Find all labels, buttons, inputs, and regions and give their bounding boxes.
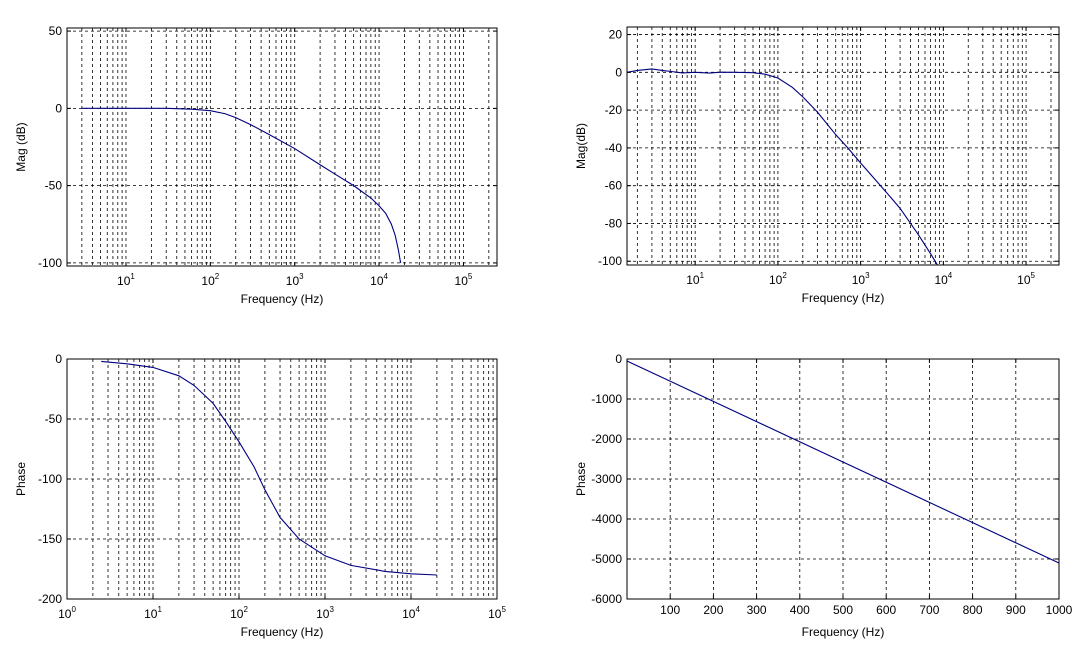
x-tick-label: 103 xyxy=(852,271,870,287)
series-line-1 xyxy=(81,107,402,264)
y-tick-label: 0 xyxy=(615,352,622,366)
subplot-2: 101 102 103 104 105 -100 -80 -60 -40 -20 0 20 Freque… xyxy=(574,26,1060,305)
y-tick-label: -100 xyxy=(598,254,622,268)
y-tick-label: -40 xyxy=(605,141,623,155)
x-axis-label: Frequency (Hz) xyxy=(241,625,324,639)
x-tick-label: 1000 xyxy=(1046,603,1073,617)
y-tick-label: -200 xyxy=(38,592,62,606)
x-tick-label: 400 xyxy=(790,603,810,617)
y-axis-label: Mag (dB) xyxy=(14,122,28,171)
y-tick-label: 0 xyxy=(615,65,622,79)
y-tick-label: -6000 xyxy=(591,592,622,606)
x-tick-label: 105 xyxy=(488,605,506,621)
x-tick-label: 102 xyxy=(201,272,219,288)
y-tick-label: -50 xyxy=(45,412,63,426)
subplot-4: 100 200 300 400 500 600 700 800 900 1000 -6000 -500… xyxy=(574,352,1073,639)
series-line-1 xyxy=(626,360,1060,564)
y-tick-label: -2000 xyxy=(591,432,622,446)
series-line-1 xyxy=(626,68,938,266)
x-tick-label: 104 xyxy=(934,271,952,287)
y-axis-label: Phase xyxy=(574,462,588,496)
y-tick-label: -3000 xyxy=(591,472,622,486)
y-tick-label: -60 xyxy=(605,179,623,193)
x-tick-label: 100 xyxy=(660,603,680,617)
x-tick-label: 103 xyxy=(316,605,334,621)
series-line-1 xyxy=(101,360,437,576)
plot-area xyxy=(67,28,497,266)
y-tick-label: 50 xyxy=(49,24,63,38)
y-tick-label: -100 xyxy=(38,472,62,486)
x-axis-label: Frequency (Hz) xyxy=(802,625,885,639)
axes-frame xyxy=(626,26,1060,266)
x-tick-label: 300 xyxy=(747,603,767,617)
x-tick-label: 105 xyxy=(1017,271,1035,287)
axes-frame xyxy=(66,27,498,267)
x-tick-label: 104 xyxy=(402,605,420,621)
grid xyxy=(627,27,1059,265)
x-tick-label: 600 xyxy=(876,603,896,617)
x-tick-label: 104 xyxy=(370,272,388,288)
x-tick-label: 500 xyxy=(833,603,853,617)
y-tick-label: -150 xyxy=(38,532,62,546)
x-tick-label: 102 xyxy=(769,271,787,287)
x-tick-label: 105 xyxy=(455,272,473,288)
y-tick-label: 20 xyxy=(609,28,623,42)
x-tick-label: 102 xyxy=(230,605,248,621)
y-tick-label: -1000 xyxy=(591,392,622,406)
x-tick-label: 700 xyxy=(919,603,939,617)
x-tick-label: 200 xyxy=(703,603,723,617)
grid xyxy=(67,359,497,599)
y-tick-label: -50 xyxy=(45,179,63,193)
y-tick-label: -80 xyxy=(605,216,623,230)
plot-area xyxy=(627,27,1059,265)
y-tick-label: -5000 xyxy=(591,552,622,566)
x-axis-label: Frequency (Hz) xyxy=(241,292,324,306)
x-tick-label: 100 xyxy=(58,605,76,621)
grid xyxy=(67,28,497,266)
y-tick-label: 0 xyxy=(55,101,62,115)
x-tick-label: 101 xyxy=(144,605,162,621)
subplot-3: 100 101 102 103 104 105 -200 -150 -100 -50 0 Freque… xyxy=(14,352,506,639)
x-tick-label: 800 xyxy=(963,603,983,617)
x-tick-label: 103 xyxy=(286,272,304,288)
plot-area xyxy=(67,359,497,599)
x-axis-label: Frequency (Hz) xyxy=(802,291,885,305)
y-axis-label: Phase xyxy=(14,462,28,496)
x-tick-label: 101 xyxy=(117,272,135,288)
y-tick-label: -100 xyxy=(38,256,62,270)
x-tick-label: 101 xyxy=(686,271,704,287)
y-tick-label: -4000 xyxy=(591,512,622,526)
grid xyxy=(627,359,1059,599)
y-tick-label: 0 xyxy=(55,352,62,366)
y-tick-label: -20 xyxy=(605,103,623,117)
subplot-1: 101 102 103 104 105 -100 -50 0 50 Frequency (Hz) M… xyxy=(14,24,498,306)
x-tick-label: 900 xyxy=(1006,603,1026,617)
y-axis-label: Mag(dB) xyxy=(574,123,588,169)
